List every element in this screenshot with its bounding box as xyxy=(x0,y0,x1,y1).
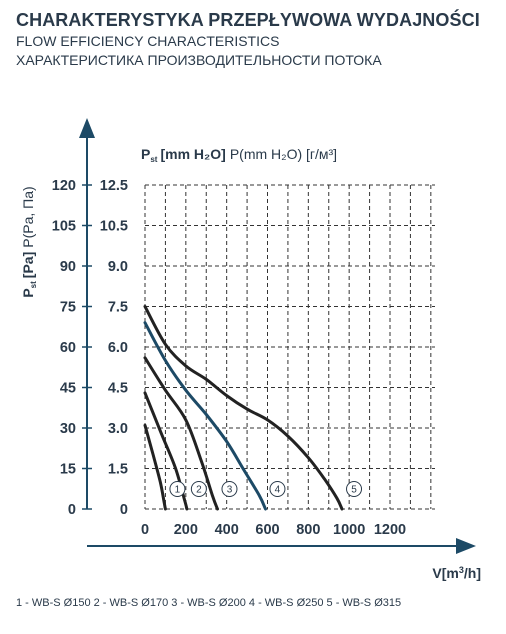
y-tick-label: 15 xyxy=(60,462,76,478)
x-tick-label: 200 xyxy=(174,522,198,538)
series-curve-4 xyxy=(143,321,267,511)
series-label-circle xyxy=(221,481,238,497)
y-tick-label: 90 xyxy=(60,259,76,275)
left-tick-labels: 0 15 30 45 60 75 90 105 120 xyxy=(52,178,92,518)
y-tick-label: 120 xyxy=(52,178,76,194)
series-label-text: 3 xyxy=(227,485,233,496)
series-label-5: 5 xyxy=(346,481,363,497)
inner-tick-label: 6.0 xyxy=(108,340,128,356)
chart-subtitle-en: FLOW EFFICIENCY CHARACTERISTICS xyxy=(16,33,280,49)
inner-tick-label: 12.5 xyxy=(100,178,128,194)
y-tick-label: 30 xyxy=(60,421,76,437)
x-tick-label: 1200 xyxy=(374,522,406,538)
x-tick-label: 600 xyxy=(255,522,279,538)
series-label-circle xyxy=(169,481,186,497)
series-curve-1 xyxy=(143,423,167,511)
series-label-circle xyxy=(346,481,363,497)
series-label-2: 2 xyxy=(190,481,207,497)
series-label-text: 2 xyxy=(196,485,202,496)
y-tick-label: 60 xyxy=(60,340,76,356)
title-block: CHARAKTERYSTYKA PRZEPŁYWOWA WYDAJNOŚCI F… xyxy=(16,8,502,70)
x-tick-label: 1000 xyxy=(333,522,365,538)
series-label-4: 4 xyxy=(269,481,286,497)
x-tick-label: 800 xyxy=(296,522,320,538)
grid xyxy=(144,184,435,510)
y-tick-label: 45 xyxy=(60,381,76,397)
series-label-circle xyxy=(269,481,286,497)
series-curve-2 xyxy=(143,391,189,511)
chart-subtitle-ru: ХАРАКТЕРИСТИКА ПРОИЗВОДИТЕЛЬНОСТИ ПОТОКА xyxy=(16,52,382,68)
x-axis-title: V[m3/h] xyxy=(432,565,481,581)
x-tick-labels: 0 200 400 600 800 1000 1200 xyxy=(141,522,406,538)
inner-tick-label: 0 xyxy=(120,502,128,518)
inner-tick-label: 10.5 xyxy=(100,219,128,235)
series-label-text: 5 xyxy=(351,485,357,496)
legend: 1 - WB-S Ø150 2 - WB-S Ø170 3 - WB-S Ø20… xyxy=(16,597,402,609)
series-label-text: 1 xyxy=(175,485,181,496)
series-label-3: 3 xyxy=(221,481,238,497)
chart-title: CHARAKTERYSTYKA PRZEPŁYWOWA WYDAJNOŚCI xyxy=(16,10,480,30)
inner-tick-label: 4.5 xyxy=(108,381,128,397)
inner-tick-label: 1.5 xyxy=(108,462,128,478)
series-label-1: 1 xyxy=(169,481,186,497)
series-curve-5 xyxy=(143,305,344,511)
series-label-text: 4 xyxy=(275,485,281,496)
inner-tick-label: 9.0 xyxy=(108,259,128,275)
y-tick-label: 75 xyxy=(60,300,76,316)
inner-tick-label: 3.0 xyxy=(108,421,128,437)
series-curves xyxy=(143,305,344,511)
series-label-circle xyxy=(190,481,207,497)
inner-tick-label: 7.5 xyxy=(108,300,128,316)
series-labels: 1 2 3 4 5 xyxy=(169,481,363,497)
series-curve-3 xyxy=(143,356,219,511)
x-tick-label: 400 xyxy=(215,522,239,538)
x-tick-label: 0 xyxy=(141,522,149,538)
inner-tick-labels: 0 1.5 3.0 4.5 6.0 7.5 9.0 10.5 12.5 xyxy=(100,178,128,518)
y-tick-label: 0 xyxy=(68,502,76,518)
inner-axis-title: Pst [mm H₂O] P(mm H₂O) [г/м³] xyxy=(141,146,337,164)
y-tick-label: 105 xyxy=(52,219,76,235)
y-axis-title: Pst[Pa]P(Pa, Па) xyxy=(20,186,38,297)
